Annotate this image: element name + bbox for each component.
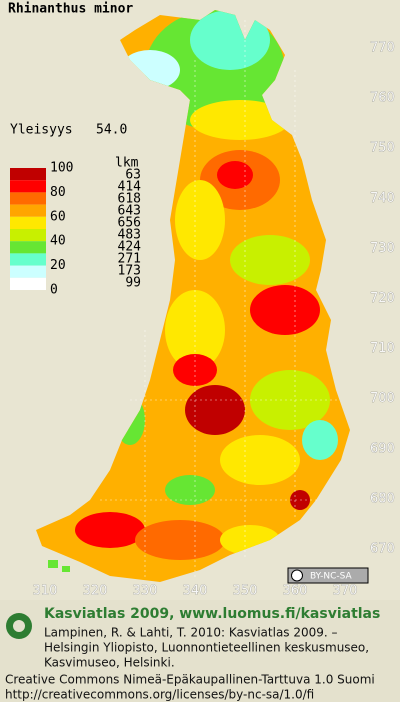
legend-scale-label: 100 — [50, 161, 73, 176]
citation-line: Helsingin Yliopisto, Luonnontieteellinen… — [44, 641, 369, 655]
frequency-value: 54.0 — [96, 123, 127, 138]
legend-swatch — [10, 241, 46, 254]
legend-count: 63 — [125, 168, 141, 183]
species-title: Rhinanthus minor — [8, 2, 133, 17]
y-grid-label: 700 — [370, 391, 395, 406]
x-grid-label: 350 — [233, 584, 258, 599]
y-grid-label: 720 — [370, 291, 395, 306]
map-area — [135, 520, 225, 560]
legend-count: 424 — [118, 240, 142, 255]
map-area — [217, 161, 253, 189]
map-grid — [100, 20, 340, 580]
legend-swatch — [10, 253, 46, 266]
map-area — [165, 475, 215, 505]
y-grid-label: 750 — [370, 141, 395, 156]
legend-scale-label: 20 — [50, 258, 66, 273]
legend-count: 99 — [125, 276, 141, 291]
x-grid-label: 360 — [283, 584, 308, 599]
legend-scale-label: 60 — [50, 209, 66, 224]
cc-icon — [291, 569, 303, 582]
y-grid-label: 730 — [370, 241, 395, 256]
y-grid-label: 740 — [370, 191, 395, 206]
legend-scale-label: 80 — [50, 185, 66, 200]
license-line: Creative Commons Nimeä-Epäkaupallinen-Ta… — [5, 673, 375, 687]
legend-swatch — [10, 265, 46, 278]
frequency-label: Yleisyys — [10, 123, 73, 138]
legend-count: 173 — [118, 264, 141, 279]
x-grid-label: 370 — [333, 584, 358, 599]
y-grid-label: 760 — [370, 91, 395, 106]
aland-islands — [48, 560, 70, 572]
map-area — [185, 385, 245, 435]
license-line: http://creativecommons.org/licenses/by-n… — [5, 688, 314, 702]
logo — [6, 613, 32, 639]
legend-count: 414 — [118, 180, 142, 195]
island — [62, 566, 70, 572]
map-area — [190, 100, 290, 140]
citation-line: Lampinen, R. & Lahti, T. 2010: Kasviatla… — [44, 626, 338, 640]
y-grid-label: 710 — [370, 341, 395, 356]
citation-line: Kasvimuseo, Helsinki. — [44, 656, 175, 670]
legend-count: 483 — [118, 228, 141, 243]
legend-swatch — [10, 168, 46, 181]
map-area — [175, 180, 225, 260]
legend-scale-label: 0 — [50, 283, 58, 298]
legend-swatch — [10, 180, 46, 193]
badge-text: BY-NC-SA — [310, 572, 353, 582]
x-grid-label: 340 — [183, 584, 208, 599]
legend-count: 643 — [118, 204, 141, 219]
legend-swatch — [10, 229, 46, 242]
legend-count: 618 — [118, 192, 141, 207]
legend-count: 271 — [118, 252, 141, 267]
legend-swatch — [10, 192, 46, 205]
y-grid-label: 770 — [370, 41, 395, 56]
legend-swatch — [10, 204, 46, 217]
grid-labels: 770 760 750 740 730 720 710 700 690 680 670 310 320 3… — [32, 40, 395, 599]
footer-heading: Kasviatlas 2009, www.luomus.fi/kasviatla… — [44, 606, 380, 622]
license-badge: BY-NC-SA — [287, 567, 369, 584]
badge-box — [287, 567, 369, 584]
logo-center — [13, 620, 25, 632]
legend-scale-label: 40 — [50, 234, 66, 249]
y-grid-label: 680 — [370, 491, 395, 506]
y-grid-label: 690 — [370, 441, 395, 456]
map-area — [302, 420, 338, 460]
footer-background — [0, 600, 400, 702]
map-area — [250, 285, 320, 335]
x-grid-label: 330 — [133, 584, 158, 599]
map-area — [230, 235, 310, 285]
legend-swatch — [10, 277, 46, 290]
legend-count: 656 — [118, 216, 141, 231]
map-area — [75, 512, 145, 548]
island — [48, 560, 58, 568]
x-grid-label: 320 — [83, 584, 108, 599]
legend-swatch — [10, 216, 46, 229]
map-area — [220, 435, 300, 485]
x-grid-label: 310 — [33, 584, 58, 599]
y-grid-label: 670 — [370, 542, 395, 557]
count-header: lkm — [115, 156, 139, 171]
